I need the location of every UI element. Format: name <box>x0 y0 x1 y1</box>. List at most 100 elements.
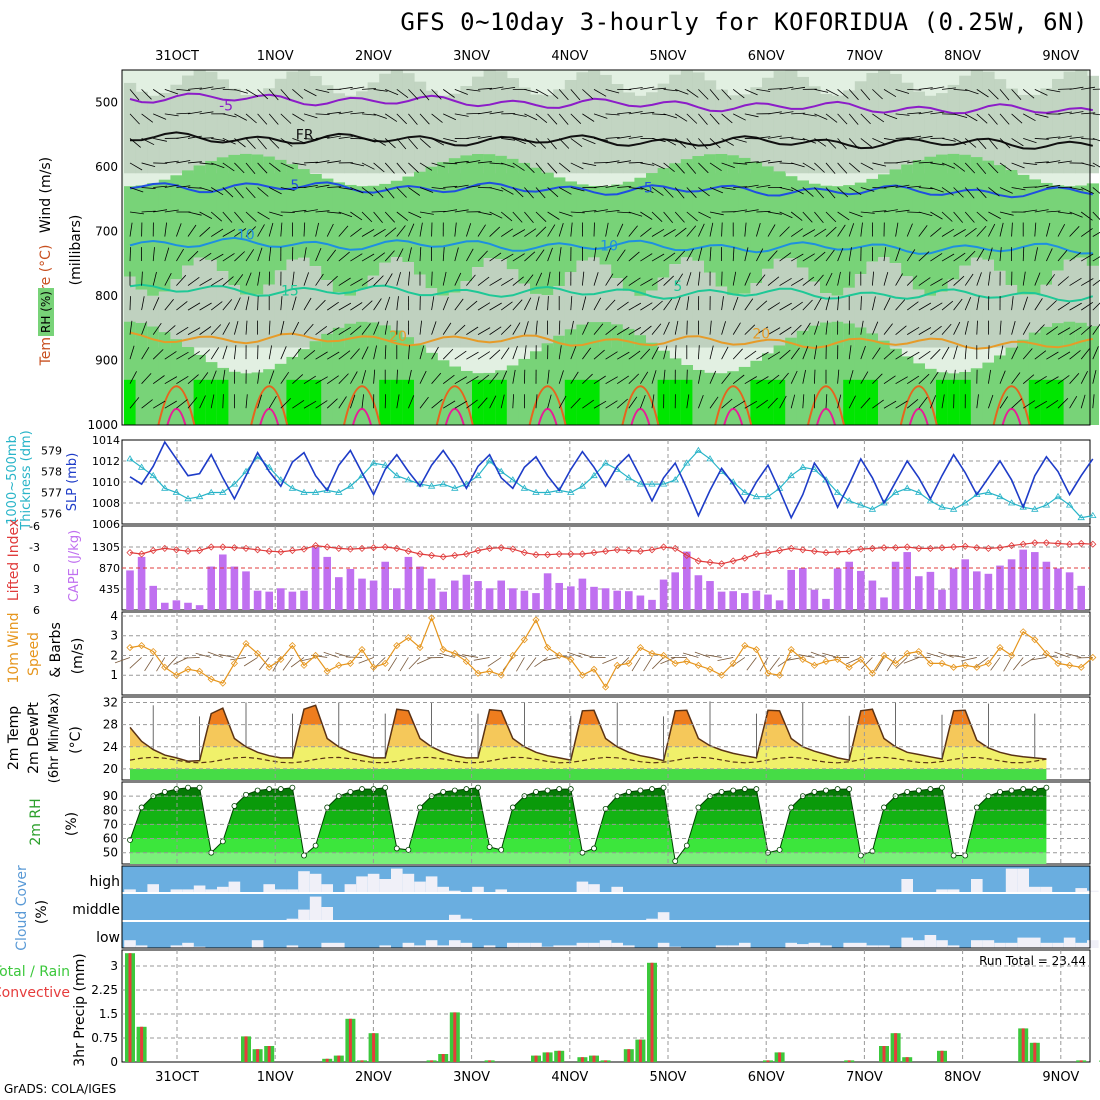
wind-barb <box>837 247 844 262</box>
wind-barb <box>860 345 866 360</box>
slp-tick-label: 1010 <box>92 476 120 489</box>
rh-point <box>811 788 818 795</box>
wind-barb <box>686 320 688 335</box>
wind-barb <box>941 253 955 262</box>
wind-barb <box>744 113 759 118</box>
wind-barb <box>790 211 803 221</box>
thickness-point <box>277 476 285 483</box>
wind-barb <box>825 162 836 174</box>
wind-barb <box>477 276 490 286</box>
wind-barb <box>512 276 524 286</box>
wind-barb <box>384 211 395 223</box>
wind-barb <box>628 350 641 360</box>
rh-cell <box>738 157 751 294</box>
wind-barb <box>338 302 352 311</box>
thickness-point <box>636 480 645 487</box>
wind-barb <box>1034 324 1045 335</box>
wind-barb <box>419 320 422 335</box>
thickness-point <box>555 486 563 493</box>
wind-barb <box>767 397 778 409</box>
wind-barb <box>454 160 469 164</box>
thickness-point <box>706 455 714 462</box>
wind-speed-point <box>265 663 273 671</box>
rh-point <box>997 788 1003 795</box>
wind-speed-point <box>219 679 227 687</box>
wind-barb <box>1069 187 1084 191</box>
cape-bar <box>555 582 563 610</box>
wind-barb <box>872 113 885 123</box>
wind-barb <box>1034 375 1047 385</box>
wind-barb <box>199 349 211 360</box>
wind-barb <box>767 224 776 237</box>
wind-barb <box>1046 300 1057 311</box>
wind-barb <box>547 187 559 198</box>
cape-bar <box>451 580 459 610</box>
wind-barb <box>1046 274 1056 286</box>
wind-barb <box>361 253 375 262</box>
wind-speed-point <box>335 661 343 669</box>
wind-barb <box>489 137 504 139</box>
wind-barb <box>744 161 759 164</box>
wind-barb <box>582 296 587 311</box>
wind-barb <box>988 211 1001 219</box>
wind-barb <box>616 249 626 262</box>
lifted-index-point <box>254 546 262 554</box>
rh-cell <box>762 77 775 174</box>
isotherm-25 <box>992 385 1031 426</box>
lifted-index-point <box>1077 539 1085 548</box>
wind-barb <box>582 399 595 409</box>
wind-barb <box>709 370 717 384</box>
wind-barb <box>1080 211 1093 221</box>
wind-barb <box>199 86 214 90</box>
cloud-cell-low <box>623 945 635 948</box>
rh-cell <box>982 160 995 260</box>
wind-barb <box>257 211 270 220</box>
wind-barb <box>1069 395 1078 409</box>
wind-barb <box>558 89 569 101</box>
cape-bar <box>462 574 471 610</box>
cape-bar <box>787 569 795 610</box>
wind-barb <box>477 135 492 139</box>
cloud-cell-low <box>518 942 531 948</box>
cloud-cell-high <box>449 890 461 892</box>
wind-barb <box>268 320 271 335</box>
cape-bar <box>1031 552 1039 610</box>
wind-barb <box>663 138 677 146</box>
wind-barb <box>1046 210 1061 213</box>
cape-bar <box>219 554 227 610</box>
wind-barb <box>802 394 805 409</box>
wind-barb <box>326 223 334 237</box>
wind-barb <box>674 113 688 122</box>
wind-barb <box>1034 138 1049 140</box>
thickness-point <box>903 484 911 491</box>
wind-barb <box>384 250 395 262</box>
wind-barb <box>814 228 827 237</box>
wind-barb <box>918 225 928 237</box>
wind-barb <box>1022 89 1035 99</box>
precip-convective-bar <box>372 1033 376 1062</box>
wind-barb <box>616 351 630 360</box>
wind-barb <box>860 162 874 170</box>
wind-barb <box>802 299 813 311</box>
wind-barb <box>756 326 769 335</box>
cape-bar <box>822 598 830 610</box>
wind-barb <box>605 184 620 188</box>
rh-cell <box>1017 94 1030 174</box>
rh-cell <box>889 263 902 348</box>
wind-speed-point <box>288 642 296 650</box>
wind-barb <box>779 326 792 335</box>
lifted-index-point <box>172 546 180 554</box>
cape-bar <box>277 588 285 610</box>
wind-barb <box>547 394 552 409</box>
thickness-point <box>625 474 633 481</box>
wind-barb <box>408 113 418 125</box>
wind-barb <box>953 229 966 237</box>
wind-barb <box>1022 374 1035 384</box>
wind-barb <box>663 298 673 311</box>
rh-cell <box>982 71 995 174</box>
wind-barb-10m <box>399 657 409 672</box>
lifted-index-point <box>810 547 818 555</box>
wind-barb <box>199 162 214 165</box>
wind-barb <box>489 252 502 262</box>
